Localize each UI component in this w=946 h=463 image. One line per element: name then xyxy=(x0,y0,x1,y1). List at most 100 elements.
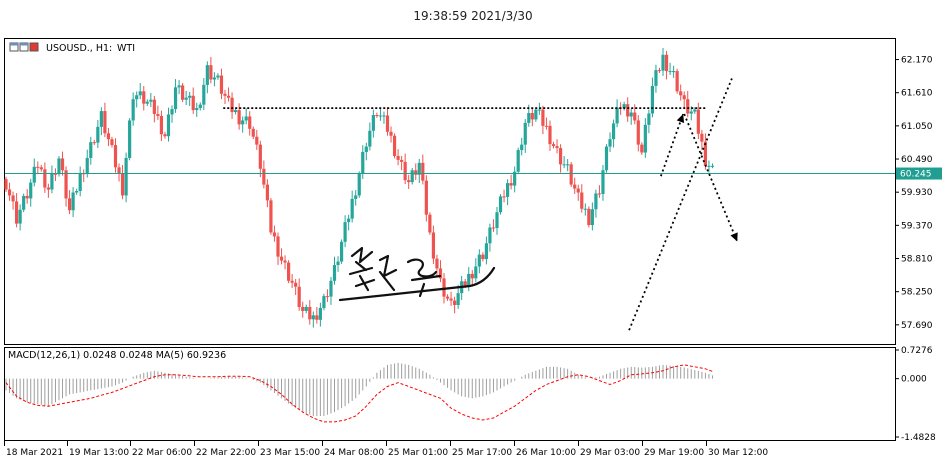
candle-body xyxy=(396,155,400,160)
candle-body xyxy=(347,218,351,223)
candle-body xyxy=(18,209,22,224)
candle-body xyxy=(7,189,12,196)
candle-body xyxy=(294,282,298,287)
trend-line[interactable] xyxy=(628,78,733,331)
candle-body xyxy=(36,166,40,168)
candle-body xyxy=(640,144,644,153)
arrow-up-projection[interactable] xyxy=(660,113,685,177)
candle-body xyxy=(689,111,693,114)
candle-body xyxy=(159,115,164,135)
candle-body xyxy=(276,236,280,257)
price-tick-label: 59.370 xyxy=(901,221,933,231)
candle-body xyxy=(39,167,43,170)
candle-body xyxy=(75,191,79,193)
candle-body xyxy=(449,298,453,301)
candle-body xyxy=(407,180,411,183)
candle-body xyxy=(615,107,619,124)
candle-body xyxy=(53,173,58,175)
candle-body xyxy=(403,161,407,181)
candle-body xyxy=(244,116,248,121)
candle-body xyxy=(580,192,584,209)
candle-body xyxy=(318,307,322,320)
candle-body xyxy=(650,85,655,114)
candles-series xyxy=(4,47,715,328)
macd-axis: 0.7276 0.000 -1.4828 xyxy=(895,346,936,443)
candle-body xyxy=(173,87,178,110)
time-tick-label: 26 Mar 10:00 xyxy=(516,448,576,458)
candle-body xyxy=(389,131,393,136)
candle-body xyxy=(92,142,96,144)
candle-body xyxy=(534,109,538,120)
macd-panel-frame xyxy=(4,347,896,441)
candle-body xyxy=(195,108,199,111)
candle-body xyxy=(286,262,291,281)
candle-body xyxy=(657,70,662,72)
price-tick-label: 60.490 xyxy=(901,155,933,165)
time-tick-label: 18 Mar 2021 xyxy=(6,448,63,458)
candle-body xyxy=(622,104,626,109)
candle-body xyxy=(643,124,647,153)
current-price-marker: 60.245 xyxy=(5,167,942,180)
candle-body xyxy=(647,113,651,125)
candle-body xyxy=(29,182,33,199)
candle-body xyxy=(537,109,541,111)
candle-body xyxy=(445,296,450,299)
time-tick-label: 24 Mar 08:00 xyxy=(324,448,384,458)
candle-body xyxy=(209,65,213,80)
candle-body xyxy=(149,99,153,102)
candle-body xyxy=(181,85,185,100)
symbol-label: USOUSD., H1: xyxy=(46,43,112,54)
candle-body xyxy=(696,109,700,134)
candle-body xyxy=(375,115,379,117)
candle-body xyxy=(481,254,485,260)
candle-body xyxy=(120,173,125,196)
candle-body xyxy=(237,110,241,125)
candle-body xyxy=(308,306,312,320)
candle-body xyxy=(241,120,245,125)
price-tick-label: 61.610 xyxy=(901,89,933,99)
price-tick-label: 62.170 xyxy=(901,56,933,66)
candle-body xyxy=(693,109,697,112)
candle-body xyxy=(513,171,517,186)
candle-body xyxy=(22,195,26,210)
arrow-down-projection[interactable] xyxy=(683,113,739,242)
candle-body xyxy=(325,296,330,298)
candle-body xyxy=(113,145,118,168)
candle-body xyxy=(371,115,375,131)
candle-body xyxy=(590,209,594,226)
candle-body xyxy=(601,170,605,194)
candle-body xyxy=(378,115,383,117)
time-tick-label: 22 Mar 06:00 xyxy=(132,448,192,458)
candle-body xyxy=(343,222,347,242)
candle-body xyxy=(124,157,128,196)
candle-body xyxy=(498,196,503,213)
candle-body xyxy=(707,165,711,167)
candle-body xyxy=(583,208,587,210)
candle-body xyxy=(414,170,418,175)
candle-body xyxy=(587,208,591,226)
candle-body xyxy=(566,164,570,166)
candle-body xyxy=(103,111,107,134)
candle-body xyxy=(633,112,637,121)
candle-body xyxy=(60,158,65,171)
candle-body xyxy=(435,258,439,269)
candle-body xyxy=(562,164,566,166)
candle-body xyxy=(484,243,488,260)
time-tick-label: 29 Mar 19:00 xyxy=(644,448,704,458)
candle-body xyxy=(505,183,510,197)
price-axis: 62.170 61.610 61.050 60.490 59.930 59.370 58.8… xyxy=(895,56,933,331)
time-tick-label: 19 Mar 13:00 xyxy=(69,448,129,458)
candle-body xyxy=(272,232,277,237)
candle-body xyxy=(541,109,545,126)
candle-body xyxy=(679,91,683,96)
candle-body xyxy=(50,173,54,190)
macd-signal-line xyxy=(5,364,713,423)
price-tick-label: 58.250 xyxy=(901,288,933,298)
window-icon xyxy=(9,42,39,52)
candle-body xyxy=(265,184,269,201)
candle-body xyxy=(453,300,457,305)
candle-body xyxy=(594,193,598,210)
candle-body xyxy=(216,75,220,78)
candle-body xyxy=(279,256,284,261)
